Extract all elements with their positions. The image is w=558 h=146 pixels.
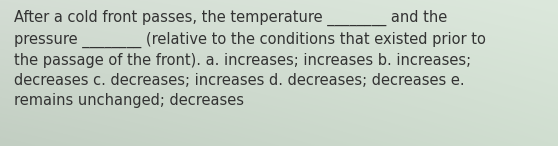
Text: After a cold front passes, the temperature ________ and the
pressure ________ (r: After a cold front passes, the temperatu…: [14, 10, 486, 108]
